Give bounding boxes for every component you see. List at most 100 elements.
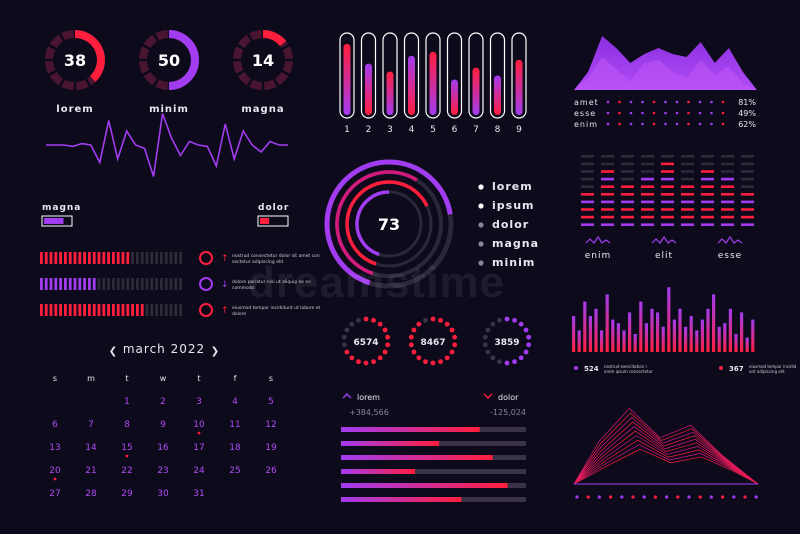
wire-mountain-line [573, 444, 759, 485]
level-bar-fill [494, 75, 501, 115]
wire-dot [754, 495, 758, 499]
bar-legend-dot [719, 366, 723, 370]
gauge-track-segment [233, 46, 244, 60]
progress-list-fill [341, 441, 440, 446]
ring-dot [411, 327, 417, 333]
calendar-day: 20 [49, 466, 61, 476]
mountain-row-dot [675, 100, 679, 104]
ring-dot [408, 342, 414, 348]
equalizer-cell [621, 215, 634, 219]
equalizer-cell [661, 200, 674, 204]
equalizer-cell [641, 215, 654, 219]
progress-segment [164, 252, 168, 264]
progress-caption: dolore pariatur nisi ut aliquip ex ea [232, 279, 311, 285]
equalizer-cell [661, 193, 674, 196]
bar-legend-dot [574, 366, 578, 370]
progress-list-track [341, 469, 526, 474]
equalizer-cell [701, 155, 714, 158]
bar [594, 308, 598, 352]
equalizer-cell [721, 208, 734, 211]
wire-mountain-line [573, 417, 759, 485]
equalizer-cell [581, 185, 594, 188]
progress-arrow: ↑ [221, 254, 229, 264]
progress-segment [102, 278, 106, 290]
progress-segment [88, 304, 91, 316]
dot-ring-gauges: 6574 8467 3859 [341, 316, 532, 366]
progress-segment [164, 278, 168, 290]
equalizer-cell [701, 223, 714, 226]
pulse-line-chart: magna dolor [41, 113, 289, 227]
equalizer-cell [681, 208, 694, 211]
calendar-day: 7 [88, 420, 94, 430]
equalizer-cell [601, 193, 614, 196]
ring-value: 6574 [353, 338, 378, 348]
ring-dot [344, 327, 350, 333]
pulse-legend-fill [44, 218, 64, 224]
equalizer-cell [601, 162, 614, 166]
progress-ring [199, 277, 213, 291]
equalizer-cell [601, 177, 614, 181]
calendar-prev-icon: ❮ [109, 346, 117, 357]
level-bar-label: 2 [366, 125, 372, 135]
donut-legend-label: lorem [492, 180, 533, 193]
ring-dot [356, 317, 361, 323]
mountain-row-dot [641, 122, 644, 126]
mountain-row-dot [687, 100, 690, 104]
progress-segment [54, 278, 58, 290]
progress-segment [44, 278, 48, 290]
bar-legend-text: orem ipsum consectetur [604, 369, 653, 374]
equalizer-cell [621, 170, 634, 173]
equalizer-cell [681, 162, 694, 166]
equalizer-cell [621, 223, 634, 226]
progress-segment [169, 278, 173, 290]
progress-segment [150, 304, 154, 316]
equalizer-cell [721, 223, 734, 226]
equalizer-cell [601, 223, 614, 226]
mountain-row-dot [698, 122, 702, 126]
equalizer-cell [581, 193, 594, 196]
progress-segment [160, 278, 163, 290]
gauge-track-segment [237, 71, 252, 86]
calendar-day: 18 [229, 443, 241, 453]
ring-dot [356, 359, 361, 365]
calendar-day: 25 [229, 466, 240, 476]
gauge-track-segment [45, 46, 56, 60]
equalizer-cell [601, 200, 614, 204]
ring-dot [382, 349, 388, 355]
bar-legend-text: eiusmod tempor incidid [749, 364, 797, 369]
ring-dot [497, 317, 502, 323]
progress-segment [155, 278, 158, 290]
calendar-day: 15 [121, 443, 132, 453]
progress-segment [107, 278, 110, 290]
progress-segment [116, 278, 120, 290]
calendar-weekday: w [160, 374, 167, 383]
calendar-weekday: m [87, 374, 95, 383]
down-arrow-icon [483, 393, 493, 399]
progress-segment [116, 252, 120, 264]
bar [689, 316, 693, 352]
mountain-row-dot [629, 111, 633, 115]
wire-mountain-line [573, 435, 759, 485]
bar [740, 312, 744, 352]
progress-segment [150, 278, 154, 290]
calendar-day: 23 [157, 466, 168, 476]
level-bar-label: 6 [452, 125, 458, 135]
equalizer-cell [601, 155, 614, 158]
pulse-legend-fill [260, 218, 270, 224]
equalizer-cell [681, 177, 694, 181]
bar [684, 326, 688, 352]
bar [734, 334, 738, 352]
mountain-row-dot [710, 122, 713, 126]
gauge-track-segment [49, 71, 64, 86]
gauge-label: lorem [56, 104, 93, 115]
calendar-day: 11 [229, 420, 240, 430]
progress-segment [140, 304, 144, 316]
level-bar-frame [511, 32, 527, 119]
equalizer-cell [721, 177, 734, 181]
mountain-row-dot [721, 100, 725, 104]
progress-segment [164, 304, 168, 316]
calendar-day: 9 [160, 420, 166, 430]
wire-mountain-line [573, 430, 759, 485]
mountain-row-dot [618, 111, 621, 115]
progress-segment [49, 304, 53, 316]
